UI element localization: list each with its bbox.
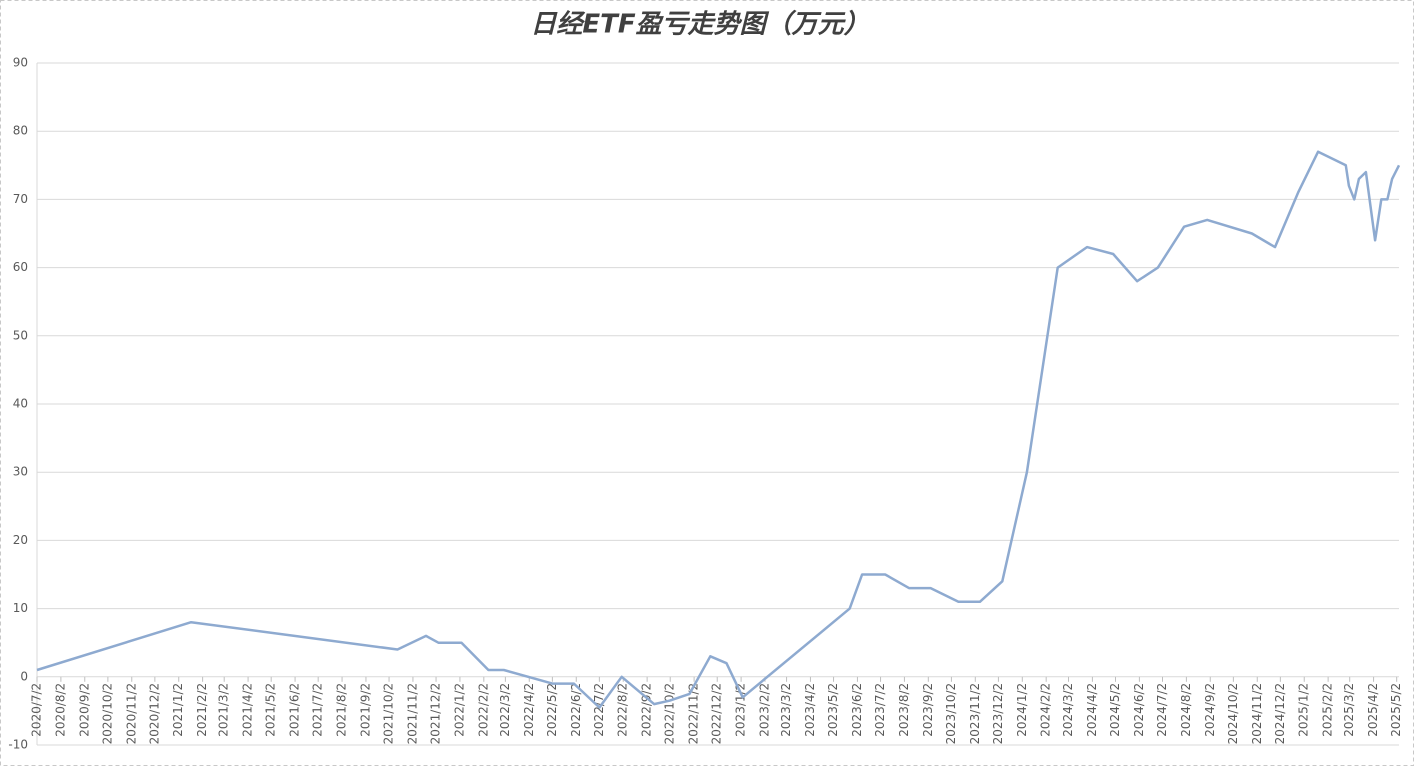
x-tick-label: 2021/3/2 — [217, 683, 231, 737]
x-tick-label: 2023/12/2 — [991, 683, 1005, 745]
y-tick-label: 50 — [13, 328, 28, 342]
x-tick-label: 2022/5/2 — [545, 683, 559, 737]
y-tick-label: 60 — [13, 260, 28, 274]
x-tick-label: 2021/12/2 — [429, 683, 443, 745]
x-tick-label: 2021/5/2 — [264, 683, 278, 737]
data-line — [36, 150, 1401, 709]
x-tick-label: 2024/9/2 — [1203, 683, 1217, 737]
y-tick-label: 20 — [13, 533, 28, 547]
x-tick-label: 2022/7/2 — [592, 683, 606, 737]
x-tick-label: 2024/4/2 — [1085, 683, 1099, 737]
x-tick-label: 2022/9/2 — [640, 683, 654, 737]
x-tick-label: 2021/10/2 — [382, 683, 396, 745]
x-tick-label: 2021/1/2 — [171, 683, 185, 737]
x-tick-label: 2024/8/2 — [1179, 683, 1193, 737]
x-tick-label: 2023/6/2 — [850, 683, 864, 737]
x-tick-label: 2025/1/2 — [1297, 683, 1311, 737]
x-tick-label: 2022/8/2 — [616, 683, 630, 737]
x-tick-label: 2024/3/2 — [1061, 683, 1075, 737]
x-tick-label: 2022/2/2 — [476, 683, 490, 737]
x-tick-label: 2023/3/2 — [779, 683, 793, 737]
x-tick-label: 2024/7/2 — [1155, 683, 1169, 737]
x-tick-label: 2022/1/2 — [452, 683, 466, 737]
x-tick-label: 2020/9/2 — [77, 683, 91, 737]
x-tick-label: 2021/11/2 — [405, 683, 419, 745]
chart-title: 日经ETF盈亏走势图（万元） — [530, 10, 869, 40]
x-tick-label: 2023/4/2 — [803, 683, 817, 737]
x-tick-label: 2021/2/2 — [195, 683, 209, 737]
y-tick-label: 70 — [13, 192, 28, 206]
y-tick-label: 40 — [13, 397, 28, 411]
x-tick-label: 2025/2/2 — [1321, 683, 1335, 737]
x-tick-label: 2024/10/2 — [1226, 683, 1240, 745]
x-tick-label: 2022/11/2 — [687, 683, 701, 745]
x-tick-label: 2025/3/2 — [1342, 683, 1356, 737]
x-tick-label: 2021/4/2 — [241, 683, 255, 737]
x-tick-label: 2024/11/2 — [1250, 683, 1264, 745]
x-tick-label: 2022/3/2 — [498, 683, 512, 737]
x-tick-label: 2022/6/2 — [569, 683, 583, 737]
x-tick-label: 2020/10/2 — [100, 683, 114, 745]
x-tick-label: 2024/6/2 — [1132, 683, 1146, 737]
x-tick-label: 2021/9/2 — [358, 683, 372, 737]
x-tick-label: 2020/8/2 — [53, 683, 67, 737]
y-tick-label: 30 — [13, 465, 28, 479]
x-tick-label: 2020/11/2 — [124, 683, 138, 745]
x-tick-label: 2022/10/2 — [663, 683, 677, 745]
x-tick-label: 2024/5/2 — [1108, 683, 1122, 737]
y-tick-label: -10 — [8, 738, 28, 752]
x-tick-label: 2023/8/2 — [897, 683, 911, 737]
x-tick-label: 2025/4/2 — [1366, 683, 1380, 737]
x-tick-label: 2024/1/2 — [1015, 683, 1029, 737]
x-tick-label: 2022/12/2 — [710, 683, 724, 745]
x-tick-label: 2021/6/2 — [288, 683, 302, 737]
x-tick-label: 2023/2/2 — [757, 683, 771, 737]
y-tick-label: 0 — [20, 669, 28, 683]
x-tick-label: 2025/5/2 — [1389, 683, 1403, 737]
x-tick-label: 2021/8/2 — [335, 683, 349, 737]
x-tick-label: 2023/9/2 — [921, 683, 935, 737]
x-tick-label: 2024/2/2 — [1039, 683, 1053, 737]
x-tick-label: 2023/10/2 — [944, 683, 958, 745]
x-tick-label: 2024/12/2 — [1273, 683, 1287, 745]
x-tick-label: 2023/5/2 — [826, 683, 840, 737]
y-tick-label: 80 — [13, 124, 28, 138]
x-tick-label: 2020/12/2 — [147, 683, 161, 745]
x-tick-label: 2023/11/2 — [968, 683, 982, 745]
x-tick-label: 2021/7/2 — [311, 683, 325, 737]
x-tick-label: 2023/7/2 — [873, 683, 887, 737]
x-tick-label: 2022/4/2 — [522, 683, 536, 737]
x-tick-label: 2020/7/2 — [30, 683, 44, 737]
y-tick-label: 90 — [13, 56, 28, 70]
y-tick-label: 10 — [13, 601, 28, 615]
